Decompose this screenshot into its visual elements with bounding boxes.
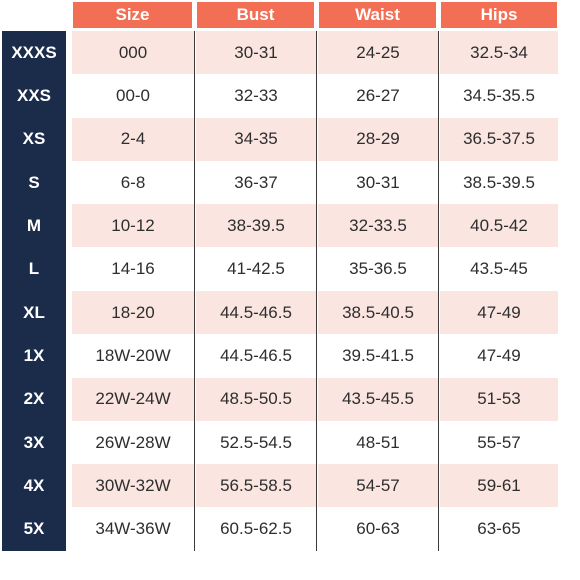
size-label: XXS [16, 85, 52, 105]
waist-cell: 30-31 [318, 161, 438, 204]
bust-cell: 38-39.5 [196, 204, 316, 248]
size-cell: 6-8 [72, 161, 194, 204]
size-cell: 18-20 [72, 291, 194, 334]
size-label: 3X [23, 432, 45, 452]
size-label: L [28, 259, 40, 279]
bust-cell: 41-42.5 [196, 247, 316, 291]
size-cell: 14-16 [72, 247, 194, 291]
bust-cell: 32-33 [196, 74, 316, 118]
size-cell: 26W-28W [72, 421, 194, 464]
hips-cell: 59-61 [440, 464, 558, 508]
waist-cell: 48-51 [318, 421, 438, 464]
waist-cell: 60-63 [318, 507, 438, 551]
hips-cell: 32.5-34 [440, 31, 558, 74]
table-row: L 14-16 41-42.5 35-36.5 43.5-45 [0, 247, 580, 291]
waist-cell: 32-33.5 [318, 204, 438, 248]
size-label: 2X [23, 389, 45, 409]
bust-cell: 36-37 [196, 161, 316, 204]
table-row: XL 18-20 44.5-46.5 38.5-40.5 47-49 [0, 291, 580, 334]
size-cell: 00-0 [72, 74, 194, 118]
size-label: XS [22, 129, 46, 149]
size-label: XXXS [11, 42, 57, 62]
waist-cell: 38.5-40.5 [318, 291, 438, 334]
size-label: 1X [23, 345, 45, 365]
header-hips: Hips [441, 2, 557, 28]
waist-cell: 39.5-41.5 [318, 334, 438, 378]
bust-cell: 56.5-58.5 [196, 464, 316, 508]
hips-cell: 38.5-39.5 [440, 161, 558, 204]
table-row: 1X 18W-20W 44.5-46.5 39.5-41.5 47-49 [0, 334, 580, 378]
waist-cell: 54-57 [318, 464, 438, 508]
size-label: S [28, 172, 40, 192]
bust-cell: 44.5-46.5 [196, 334, 316, 378]
waist-cell: 26-27 [318, 74, 438, 118]
size-cell: 18W-20W [72, 334, 194, 378]
hips-cell: 34.5-35.5 [440, 74, 558, 118]
column-divider [316, 31, 317, 551]
size-label-column [2, 31, 66, 551]
waist-cell: 24-25 [318, 31, 438, 74]
size-label: 4X [23, 475, 45, 495]
header-bust: Bust [197, 2, 314, 28]
table-row: XXS 00-0 32-33 26-27 34.5-35.5 [0, 74, 580, 118]
bust-cell: 34-35 [196, 117, 316, 161]
header-size: Size [73, 2, 192, 28]
hips-cell: 40.5-42 [440, 204, 558, 248]
hips-cell: 51-53 [440, 377, 558, 421]
waist-cell: 35-36.5 [318, 247, 438, 291]
table-row: S 6-8 36-37 30-31 38.5-39.5 [0, 161, 580, 204]
waist-cell: 28-29 [318, 117, 438, 161]
header-waist: Waist [319, 2, 436, 28]
size-label: M [26, 215, 42, 235]
table-row: XXXS 000 30-31 24-25 32.5-34 [0, 31, 580, 74]
bust-cell: 48.5-50.5 [196, 377, 316, 421]
bust-cell: 52.5-54.5 [196, 421, 316, 464]
size-label: XL [23, 302, 45, 322]
table-row: 3X 26W-28W 52.5-54.5 48-51 55-57 [0, 421, 580, 464]
column-divider [194, 31, 195, 551]
table-row: 4X 30W-32W 56.5-58.5 54-57 59-61 [0, 464, 580, 508]
hips-cell: 47-49 [440, 334, 558, 378]
table-row: M 10-12 38-39.5 32-33.5 40.5-42 [0, 204, 580, 248]
size-cell: 000 [72, 31, 194, 74]
waist-cell: 43.5-45.5 [318, 377, 438, 421]
table-row: 5X 34W-36W 60.5-62.5 60-63 63-65 [0, 507, 580, 551]
size-label: 5X [23, 519, 45, 539]
column-divider [438, 31, 439, 551]
bust-cell: 60.5-62.5 [196, 507, 316, 551]
size-cell: 10-12 [72, 204, 194, 248]
hips-cell: 36.5-37.5 [440, 117, 558, 161]
hips-cell: 63-65 [440, 507, 558, 551]
hips-cell: 47-49 [440, 291, 558, 334]
table-row: 2X 22W-24W 48.5-50.5 43.5-45.5 51-53 [0, 377, 580, 421]
hips-cell: 43.5-45 [440, 247, 558, 291]
size-cell: 2-4 [72, 117, 194, 161]
bust-cell: 44.5-46.5 [196, 291, 316, 334]
size-cell: 34W-36W [72, 507, 194, 551]
hips-cell: 55-57 [440, 421, 558, 464]
bust-cell: 30-31 [196, 31, 316, 74]
size-cell: 30W-32W [72, 464, 194, 508]
size-cell: 22W-24W [72, 377, 194, 421]
table-row: XS 2-4 34-35 28-29 36.5-37.5 [0, 117, 580, 161]
